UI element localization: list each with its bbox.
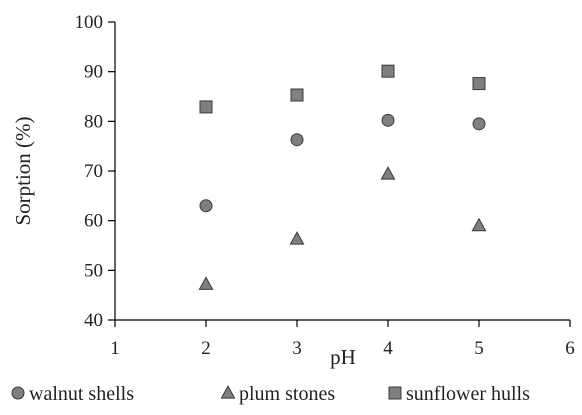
- data-point: [289, 231, 305, 245]
- legend-item: sunflower hulls: [388, 383, 530, 405]
- x-tick-label: 3: [292, 338, 302, 359]
- data-point: [199, 199, 213, 213]
- data-point: [381, 64, 395, 78]
- legend-label: walnut shells: [29, 383, 134, 405]
- legend-item: plum stones: [220, 383, 335, 405]
- legend-label: sunflower hulls: [406, 383, 530, 405]
- y-tick-label: 70: [84, 161, 103, 182]
- y-tick-label: 50: [84, 260, 103, 281]
- data-points: [198, 64, 487, 290]
- x-tick-label: 2: [201, 338, 211, 359]
- data-point: [290, 88, 304, 102]
- y-tick-label: 80: [84, 111, 103, 132]
- data-point: [198, 276, 214, 290]
- x-tick-label: 5: [474, 338, 484, 359]
- y-tick-label: 100: [75, 12, 104, 33]
- legend: walnut shells plum stones sunflower hulls: [11, 383, 530, 405]
- axes: [114, 22, 570, 321]
- series-circle: [199, 113, 486, 213]
- series-square: [199, 64, 486, 114]
- series-triangle: [198, 166, 487, 290]
- y-axis-label: Sorption (%): [11, 116, 35, 225]
- x-tick-label: 4: [383, 338, 393, 359]
- ticks: 40 50 60 70 80 90 100 1 2 3 4 5 6: [75, 12, 575, 359]
- data-point: [381, 113, 395, 127]
- legend-label: plum stones: [239, 383, 335, 405]
- legend-marker-square: [388, 386, 402, 400]
- x-axis-label: pH: [330, 345, 356, 369]
- legend-marker-triangle: [220, 385, 236, 399]
- y-tick-label: 90: [84, 62, 103, 83]
- legend-item: walnut shells: [11, 383, 134, 405]
- legend-marker-circle: [11, 386, 25, 400]
- y-tick-label: 60: [84, 211, 103, 232]
- x-tick-label: 1: [110, 338, 120, 359]
- data-point: [199, 100, 213, 114]
- data-point: [472, 77, 486, 91]
- data-point: [471, 217, 487, 232]
- data-point: [290, 133, 304, 147]
- data-point: [472, 117, 486, 131]
- y-tick-label: 40: [84, 310, 103, 331]
- x-tick-label: 6: [565, 338, 575, 359]
- data-point: [380, 166, 396, 180]
